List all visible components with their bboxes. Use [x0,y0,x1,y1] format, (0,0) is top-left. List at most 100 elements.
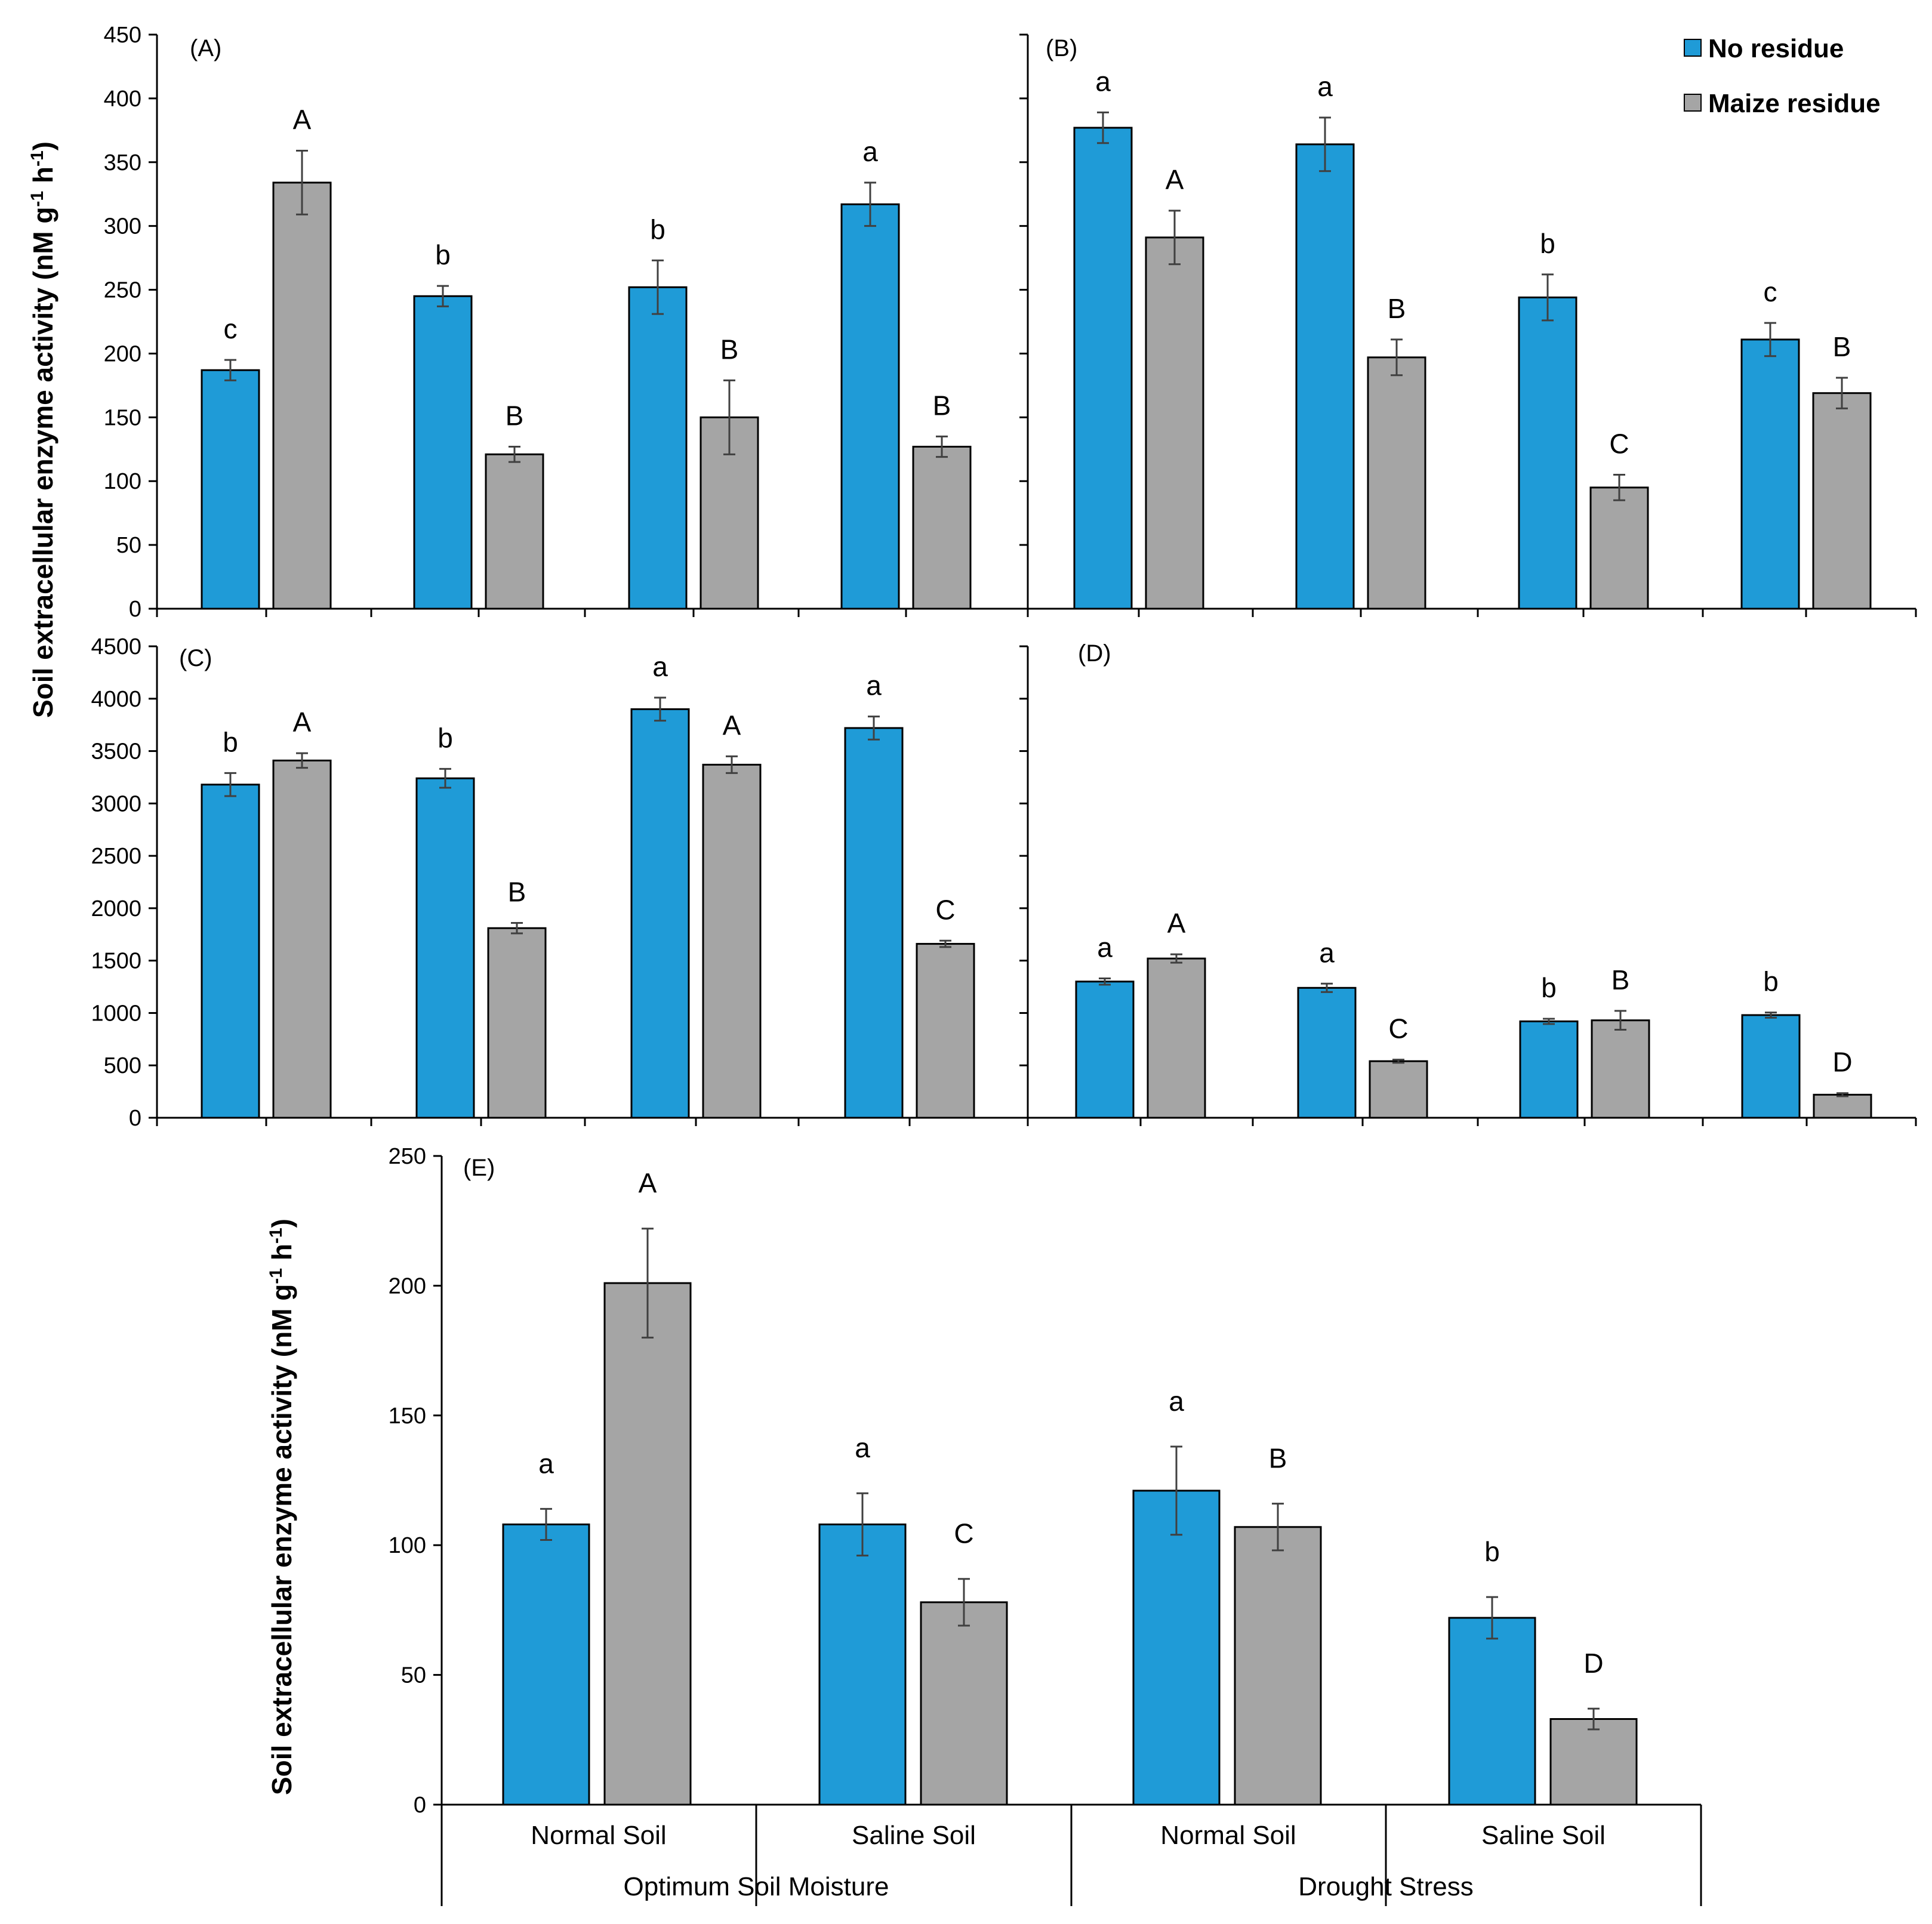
significance-letter: b [223,726,238,757]
significance-letter: b [435,239,451,270]
significance-letter: A [293,104,312,135]
bar-maize-residue [1812,392,1872,610]
y-tick-label: 350 [104,150,141,175]
bar-no-residue [1132,1490,1221,1806]
legend-label-no-residue: No residue [1708,34,1844,63]
y-tick-label: 200 [104,341,141,366]
significance-letter: B [1833,331,1851,362]
y-tick-label: 2500 [91,844,141,869]
y-tick-label: 250 [389,1144,426,1169]
significance-letter: a [866,670,882,701]
legend-swatch-maize-residue [1684,94,1702,112]
bar-maize-residue [1589,486,1649,610]
category-label: Normal Soil [531,1821,666,1850]
significance-letter: a [538,1448,554,1479]
bar-maize-residue [916,943,975,1119]
significance-letter: a [1319,937,1335,968]
y-tick-label: 150 [104,405,141,430]
significance-letter: A [293,707,312,738]
significance-letter: b [1763,966,1779,997]
significance-letter: a [1317,71,1333,102]
significance-letter: D [1832,1047,1852,1078]
bar-no-residue [1295,143,1355,610]
bar-no-residue [630,708,690,1119]
significance-letter: B [720,334,739,365]
bar-no-residue [1448,1617,1536,1806]
bar-maize-residue [702,763,762,1119]
y-tick-label: 400 [104,87,141,112]
bar-no-residue [1075,980,1135,1119]
y-axis-title-e: Soil extracellular enzyme activity (nM g… [266,1219,298,1795]
y-tick-label: 50 [401,1663,426,1688]
significance-letter: C [935,894,955,925]
panel-label: (A) [190,35,221,61]
y-tick-label: 200 [389,1274,426,1299]
significance-letter: b [1540,228,1555,259]
significance-letter: a [1095,66,1111,97]
legend-swatch-no-residue [1684,39,1702,57]
bar-maize-residue [1813,1093,1872,1119]
y-tick-label: 100 [389,1533,426,1558]
significance-letter: D [1583,1648,1603,1679]
bar-maize-residue [603,1282,692,1806]
significance-letter: a [652,651,668,682]
panel-label: (B) [1046,35,1077,61]
significance-letter: C [1388,1013,1408,1044]
y-tick-label: 150 [389,1404,426,1429]
bar-maize-residue [1591,1019,1650,1119]
bar-no-residue [502,1523,590,1806]
significance-letter: A [639,1168,657,1199]
panel-label: (E) [463,1155,495,1181]
x-axis-categories: Normal Soil Saline Soil Normal Soil Sali… [531,1821,1606,1901]
bar-no-residue [201,369,260,610]
bar-maize-residue [1147,957,1206,1119]
bar-maize-residue [1367,356,1426,610]
legend: No residue Maize residue [1684,34,1881,118]
legend-label-maize-residue: Maize residue [1708,89,1881,118]
bar-no-residue [1741,1014,1801,1119]
panel-label: (D) [1078,640,1111,667]
bar-no-residue [844,727,904,1119]
y-tick-label: 3500 [91,739,141,764]
bar-no-residue [1740,338,1800,610]
significance-letter: B [933,390,951,421]
significance-letter: a [1097,932,1113,963]
significance-letter: A [723,710,741,741]
bar-maize-residue [485,453,544,610]
bar-maize-residue [920,1601,1008,1806]
y-tick-label: 300 [104,214,141,239]
significance-letter: a [862,136,878,167]
bar-maize-residue [1549,1718,1638,1806]
bar-no-residue [413,295,473,610]
significance-letter: B [1611,964,1630,995]
bar-no-residue [818,1523,907,1806]
y-axis-title-top: Soil extracellular enzyme activity (nM g… [27,141,59,718]
significance-letter: C [954,1518,973,1549]
y-tick-label: 450 [104,23,141,48]
bar-maize-residue [272,759,332,1119]
significance-letter: c [224,313,238,344]
significance-letter: b [437,722,453,753]
group-label: Drought Stress [1298,1872,1473,1901]
bar-no-residue [1518,296,1577,610]
y-tick-label: 4000 [91,687,141,712]
bar-no-residue [840,203,900,610]
y-tick-label: 4500 [91,634,141,659]
y-tick-label: 250 [104,278,141,303]
chart-panels: 0 50 100 150 200 250 300 350 400 450 (A) c b b a A B B B (B… [91,23,1917,1906]
bar-maize-residue [487,927,547,1119]
bar-no-residue [201,784,260,1119]
significance-letter: A [1166,164,1184,195]
significance-letter: a [855,1432,870,1463]
y-tick-label: 1000 [91,1001,141,1026]
y-tick-label: 3000 [91,791,141,816]
y-tick-label: 1500 [91,949,141,974]
significance-letter: b [650,214,665,245]
y-tick-label: 50 [116,533,141,558]
bar-maize-residue [1234,1526,1322,1806]
bar-maize-residue [1369,1060,1428,1119]
bar-maize-residue [272,181,332,610]
group-label: Optimum Soil Moisture [623,1872,889,1901]
significance-letter: B [1388,293,1406,324]
